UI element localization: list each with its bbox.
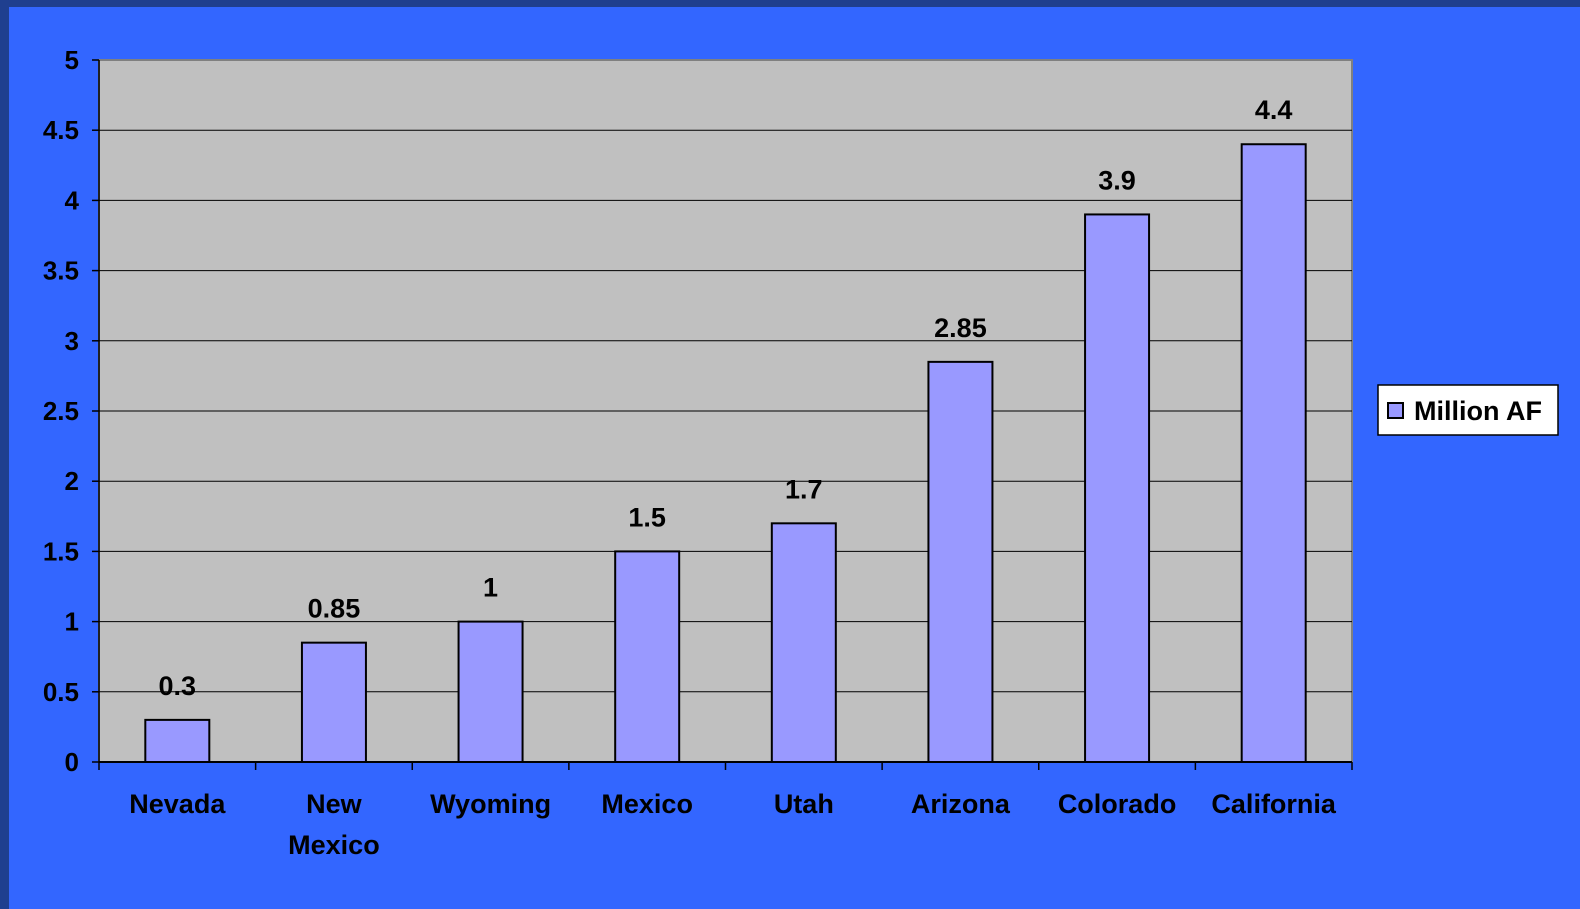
data-label: 0.3	[159, 671, 197, 701]
data-label: 1.5	[628, 502, 666, 532]
bar	[1084, 213, 1151, 763]
legend-label: Million AF	[1414, 396, 1542, 426]
x-tick-label: Utah	[774, 789, 834, 819]
x-tick-label: Wyoming	[430, 789, 551, 819]
y-tick-label: 2.5	[43, 396, 79, 426]
data-label: 1	[483, 573, 498, 603]
bar	[770, 522, 837, 763]
bars	[144, 143, 1307, 764]
bar	[1240, 143, 1307, 764]
y-tick-label: 1	[65, 607, 79, 637]
y-axis: 0 0.5 1 1.5 2 2.5 3 3.5 4 4.5 5	[43, 45, 100, 777]
bar-chart: 0 0.5 1 1.5 2 2.5 3 3.5 4 4.5 5 Nevada New Mexico Wyo…	[43, 45, 1559, 860]
bar	[144, 718, 211, 764]
y-tick-label: 3.5	[43, 256, 79, 286]
x-tick-label: New Mexico	[288, 789, 380, 860]
data-label: 1.7	[785, 474, 823, 504]
bar	[927, 360, 994, 763]
data-label: 4.4	[1255, 95, 1293, 125]
y-tick-label: 4.5	[43, 115, 79, 145]
x-tick-label: Colorado	[1058, 789, 1177, 819]
y-tick-label: 1.5	[43, 536, 79, 566]
bar	[614, 550, 681, 764]
x-tick-label: Nevada	[129, 789, 226, 819]
x-tick-label: Mexico	[601, 789, 693, 819]
data-label: 3.9	[1098, 165, 1136, 195]
data-label: 0.85	[308, 594, 361, 624]
y-tick-label: 4	[65, 185, 80, 215]
legend-swatch	[1387, 402, 1404, 419]
bar	[300, 641, 367, 763]
legend-box	[1377, 384, 1559, 436]
x-tick-label: California	[1211, 789, 1337, 819]
x-axis: Nevada New Mexico Wyoming Mexico Utah Arizona C…	[98, 761, 1353, 860]
data-labels: 0.3 0.85 1 1.5 1.7 2.85 3.9 4.4	[159, 95, 1293, 701]
legend: Million AF	[1377, 384, 1559, 436]
chart-slide: 0 0.5 1 1.5 2 2.5 3 3.5 4 4.5 5 Nevada New Mexico Wyo…	[9, 7, 1580, 909]
y-tick-label: 0.5	[43, 677, 79, 707]
y-tick-label: 0	[65, 747, 79, 777]
data-label: 2.85	[934, 313, 987, 343]
bar	[457, 620, 524, 763]
y-tick-label: 2	[65, 466, 79, 496]
x-tick-label: Arizona	[911, 789, 1011, 819]
y-tick-label: 3	[65, 326, 79, 356]
y-tick-label: 5	[65, 45, 79, 75]
